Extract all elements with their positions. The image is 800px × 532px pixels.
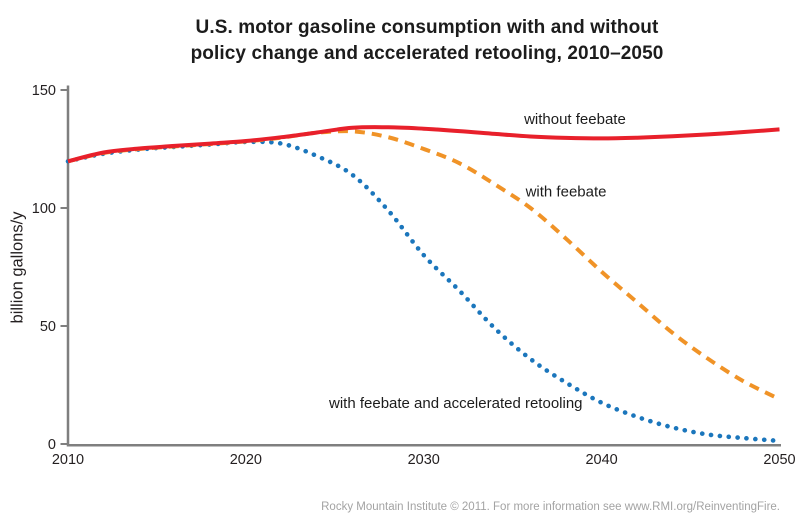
y-tick-label: 0 <box>48 437 56 453</box>
series-line-without-feebate <box>67 125 780 164</box>
y-tick-label: 100 <box>32 201 56 217</box>
series-label-with-feebate: with feebate <box>525 183 607 200</box>
x-tick-label: 2050 <box>763 452 795 468</box>
x-tick-label: 2020 <box>230 452 262 468</box>
chart-title: U.S. motor gasoline consumption with and… <box>54 15 800 67</box>
y-tick-label: 150 <box>32 83 56 99</box>
x-tick-label: 2040 <box>585 452 617 468</box>
axis-lines <box>66 85 781 447</box>
chart-title-line1: U.S. motor gasoline consumption with and… <box>195 17 659 38</box>
series-label-without-feebate: without feebate <box>523 111 626 128</box>
chart-title-line2: policy change and accelerated retooling,… <box>190 43 664 64</box>
y-tick-label: 50 <box>40 319 56 335</box>
series-label-with-feebate-and-accelerated-retooling: with feebate and accelerated retooling <box>328 395 583 412</box>
x-tick-label: 2030 <box>408 452 440 468</box>
series-line-with-feebate-and-accelerated-retooling <box>65 139 782 444</box>
x-tick-label: 2010 <box>52 452 84 468</box>
series-line-with-feebate <box>67 129 781 401</box>
attribution-text: Rocky Mountain Institute © 2011. For mor… <box>321 501 780 513</box>
